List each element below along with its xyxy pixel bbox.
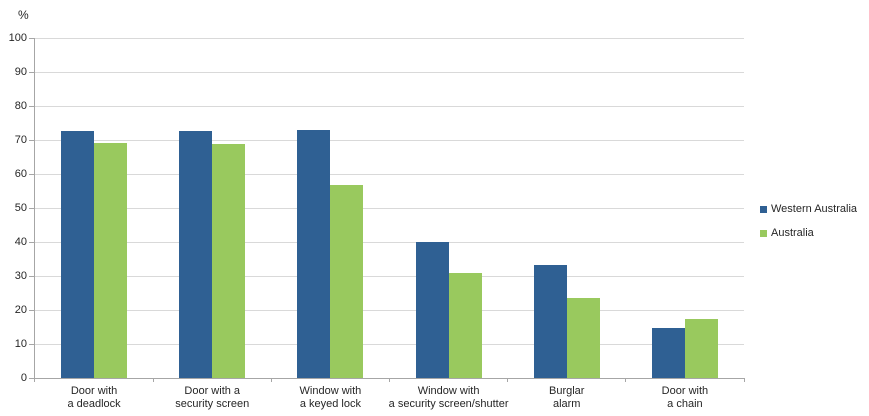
y-axis-tick: [29, 71, 34, 73]
bar-western-australia-0: [61, 130, 95, 378]
legend-swatch-western-australia-icon: [760, 205, 767, 213]
legend-label-western-australia: Western Australia: [771, 203, 858, 215]
legend-label-australia: Australia: [771, 227, 814, 239]
y-axis-tick: [29, 241, 34, 243]
bar-australia-3: [448, 272, 482, 378]
x-axis-tick: [625, 378, 627, 382]
x-category-label-line: a keyed lock: [299, 398, 361, 410]
y-tick-label: 90: [14, 66, 27, 78]
legend-swatch-australia-icon: [760, 229, 767, 237]
bar-western-australia-2: [297, 129, 331, 378]
bar-australia-5: [684, 318, 718, 378]
y-tick-label: 40: [14, 236, 27, 248]
gridline: [35, 139, 744, 141]
x-axis-tick: [507, 378, 509, 382]
y-tick-label: 70: [14, 134, 27, 146]
x-category-label-line: a security screen/shutter: [388, 398, 509, 410]
x-category-label-line: Window with: [299, 385, 362, 397]
bar-western-australia-4: [533, 265, 567, 378]
x-category-label: Burglar alarm: [488, 385, 646, 411]
y-tick-label: 0: [20, 372, 27, 384]
x-category-label: Door with a deadlock: [15, 385, 173, 411]
y-axis-tick: [29, 139, 34, 141]
y-tick-label: 50: [14, 202, 27, 214]
y-axis-unit-label: %: [18, 8, 29, 22]
y-tick-label: 10: [14, 338, 27, 350]
y-tick-label: 30: [14, 270, 27, 282]
x-category-label-line: Burglar: [549, 385, 585, 397]
x-category-label-line: alarm: [552, 398, 581, 410]
x-category-label: Window with a security screen/shutter: [370, 385, 528, 411]
gridline: [35, 173, 744, 175]
bar-australia-1: [212, 143, 246, 378]
x-category-label-line: a deadlock: [67, 398, 121, 410]
y-tick-label: 80: [14, 100, 27, 112]
bar-australia-0: [94, 142, 128, 378]
x-axis-tick: [270, 378, 272, 382]
gridline: [35, 105, 744, 107]
gridline: [35, 309, 744, 311]
x-category-label-line: a chain: [667, 398, 703, 410]
gridline: [35, 207, 744, 209]
x-axis-tick: [389, 378, 390, 382]
gridline: [35, 275, 744, 277]
gridline: [35, 343, 744, 345]
bar-western-australia-5: [651, 328, 685, 378]
y-tick-label: 100: [8, 32, 27, 44]
x-axis-tick: [743, 378, 745, 382]
bar-australia-4: [566, 298, 600, 378]
y-axis-tick: [29, 37, 34, 39]
y-axis-tick: [29, 105, 34, 107]
x-category-label-line: Door with: [70, 385, 118, 397]
x-category-label: Door with a chain: [606, 385, 764, 411]
x-category-label-line: Window with: [417, 385, 480, 397]
x-category-label-line: Door with: [661, 385, 709, 397]
bar-australia-2: [330, 184, 364, 378]
y-axis-line: [34, 38, 35, 382]
gridline: [35, 71, 744, 73]
x-category-label: Window with a keyed lock: [251, 385, 409, 411]
gridline: [35, 241, 744, 243]
x-axis-tick: [152, 378, 154, 382]
x-category-label-line: security screen: [175, 398, 250, 410]
y-tick-label: 60: [14, 168, 27, 180]
y-axis-tick: [29, 377, 34, 379]
bar-western-australia-3: [415, 241, 449, 378]
x-category-label-line: Door with a: [184, 385, 241, 397]
y-axis-tick: [29, 207, 34, 209]
y-axis-tick: [29, 275, 34, 277]
y-axis-tick: [29, 343, 34, 345]
legend: Western Australia Australia: [760, 202, 857, 250]
y-tick-label: 20: [14, 304, 27, 316]
y-axis-tick: [29, 309, 34, 311]
gridline: [35, 37, 744, 39]
bar-western-australia-1: [179, 130, 213, 378]
legend-item-australia: Australia: [760, 226, 857, 240]
y-axis-tick: [29, 173, 34, 175]
x-category-label: Door with a security screen: [133, 385, 291, 411]
legend-item-western-australia: Western Australia: [760, 202, 857, 216]
